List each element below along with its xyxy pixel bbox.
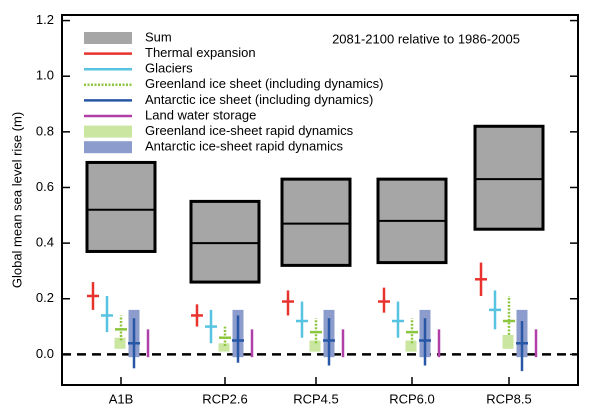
legend-label: Antarctic ice-sheet rapid dynamics: [145, 139, 343, 154]
sum-box: [280, 177, 352, 267]
y-tick-label: 0.0: [36, 346, 54, 361]
y-tick-label: 0.8: [36, 123, 54, 138]
median-point: [438, 342, 440, 345]
median-point: [147, 342, 149, 345]
x-tick-label: RCP4.5: [293, 391, 339, 406]
range-box: [405, 340, 417, 352]
y-tick-label: 0.6: [36, 179, 54, 194]
range-box: [114, 337, 126, 349]
legend-label: Thermal expansion: [145, 45, 256, 60]
x-tick-label: RCP8.5: [486, 391, 532, 406]
range-box: [218, 343, 230, 352]
x-tick-label: RCP2.6: [202, 391, 248, 406]
y-tick-label: 0.4: [36, 235, 54, 250]
plot-frame: [61, 14, 579, 386]
y-tick-label: 1.2: [36, 12, 54, 27]
legend-label: Greenland ice-sheet rapid dynamics: [145, 123, 354, 138]
median-point: [251, 342, 253, 345]
legend-swatch: [84, 32, 132, 44]
legend-label: Greenland ice sheet (including dynamics): [145, 76, 383, 91]
median-point: [342, 342, 344, 345]
legend-label: Sum: [145, 29, 172, 44]
x-tick-label: A1B: [109, 391, 134, 406]
legend-swatch: [84, 125, 132, 138]
legend-label: Antarctic ice sheet (including dynamics): [145, 92, 373, 107]
median-point: [535, 342, 537, 345]
sum-box: [473, 124, 545, 231]
annotation: 2081-2100 relative to 1986-2005: [332, 31, 520, 46]
legend-swatch: [84, 141, 132, 154]
range-box: [502, 334, 514, 349]
y-tick-label: 1.0: [36, 68, 54, 83]
legend-label: Glaciers: [145, 61, 193, 76]
legend-label: Land water storage: [145, 107, 256, 122]
y-axis-label: Global mean sea level rise (m): [9, 112, 24, 288]
sum-box: [85, 160, 157, 253]
y-tick-label: 0.2: [36, 290, 54, 305]
x-tick-label: RCP6.0: [389, 391, 435, 406]
range-box: [309, 340, 321, 352]
sum-box: [189, 199, 261, 284]
